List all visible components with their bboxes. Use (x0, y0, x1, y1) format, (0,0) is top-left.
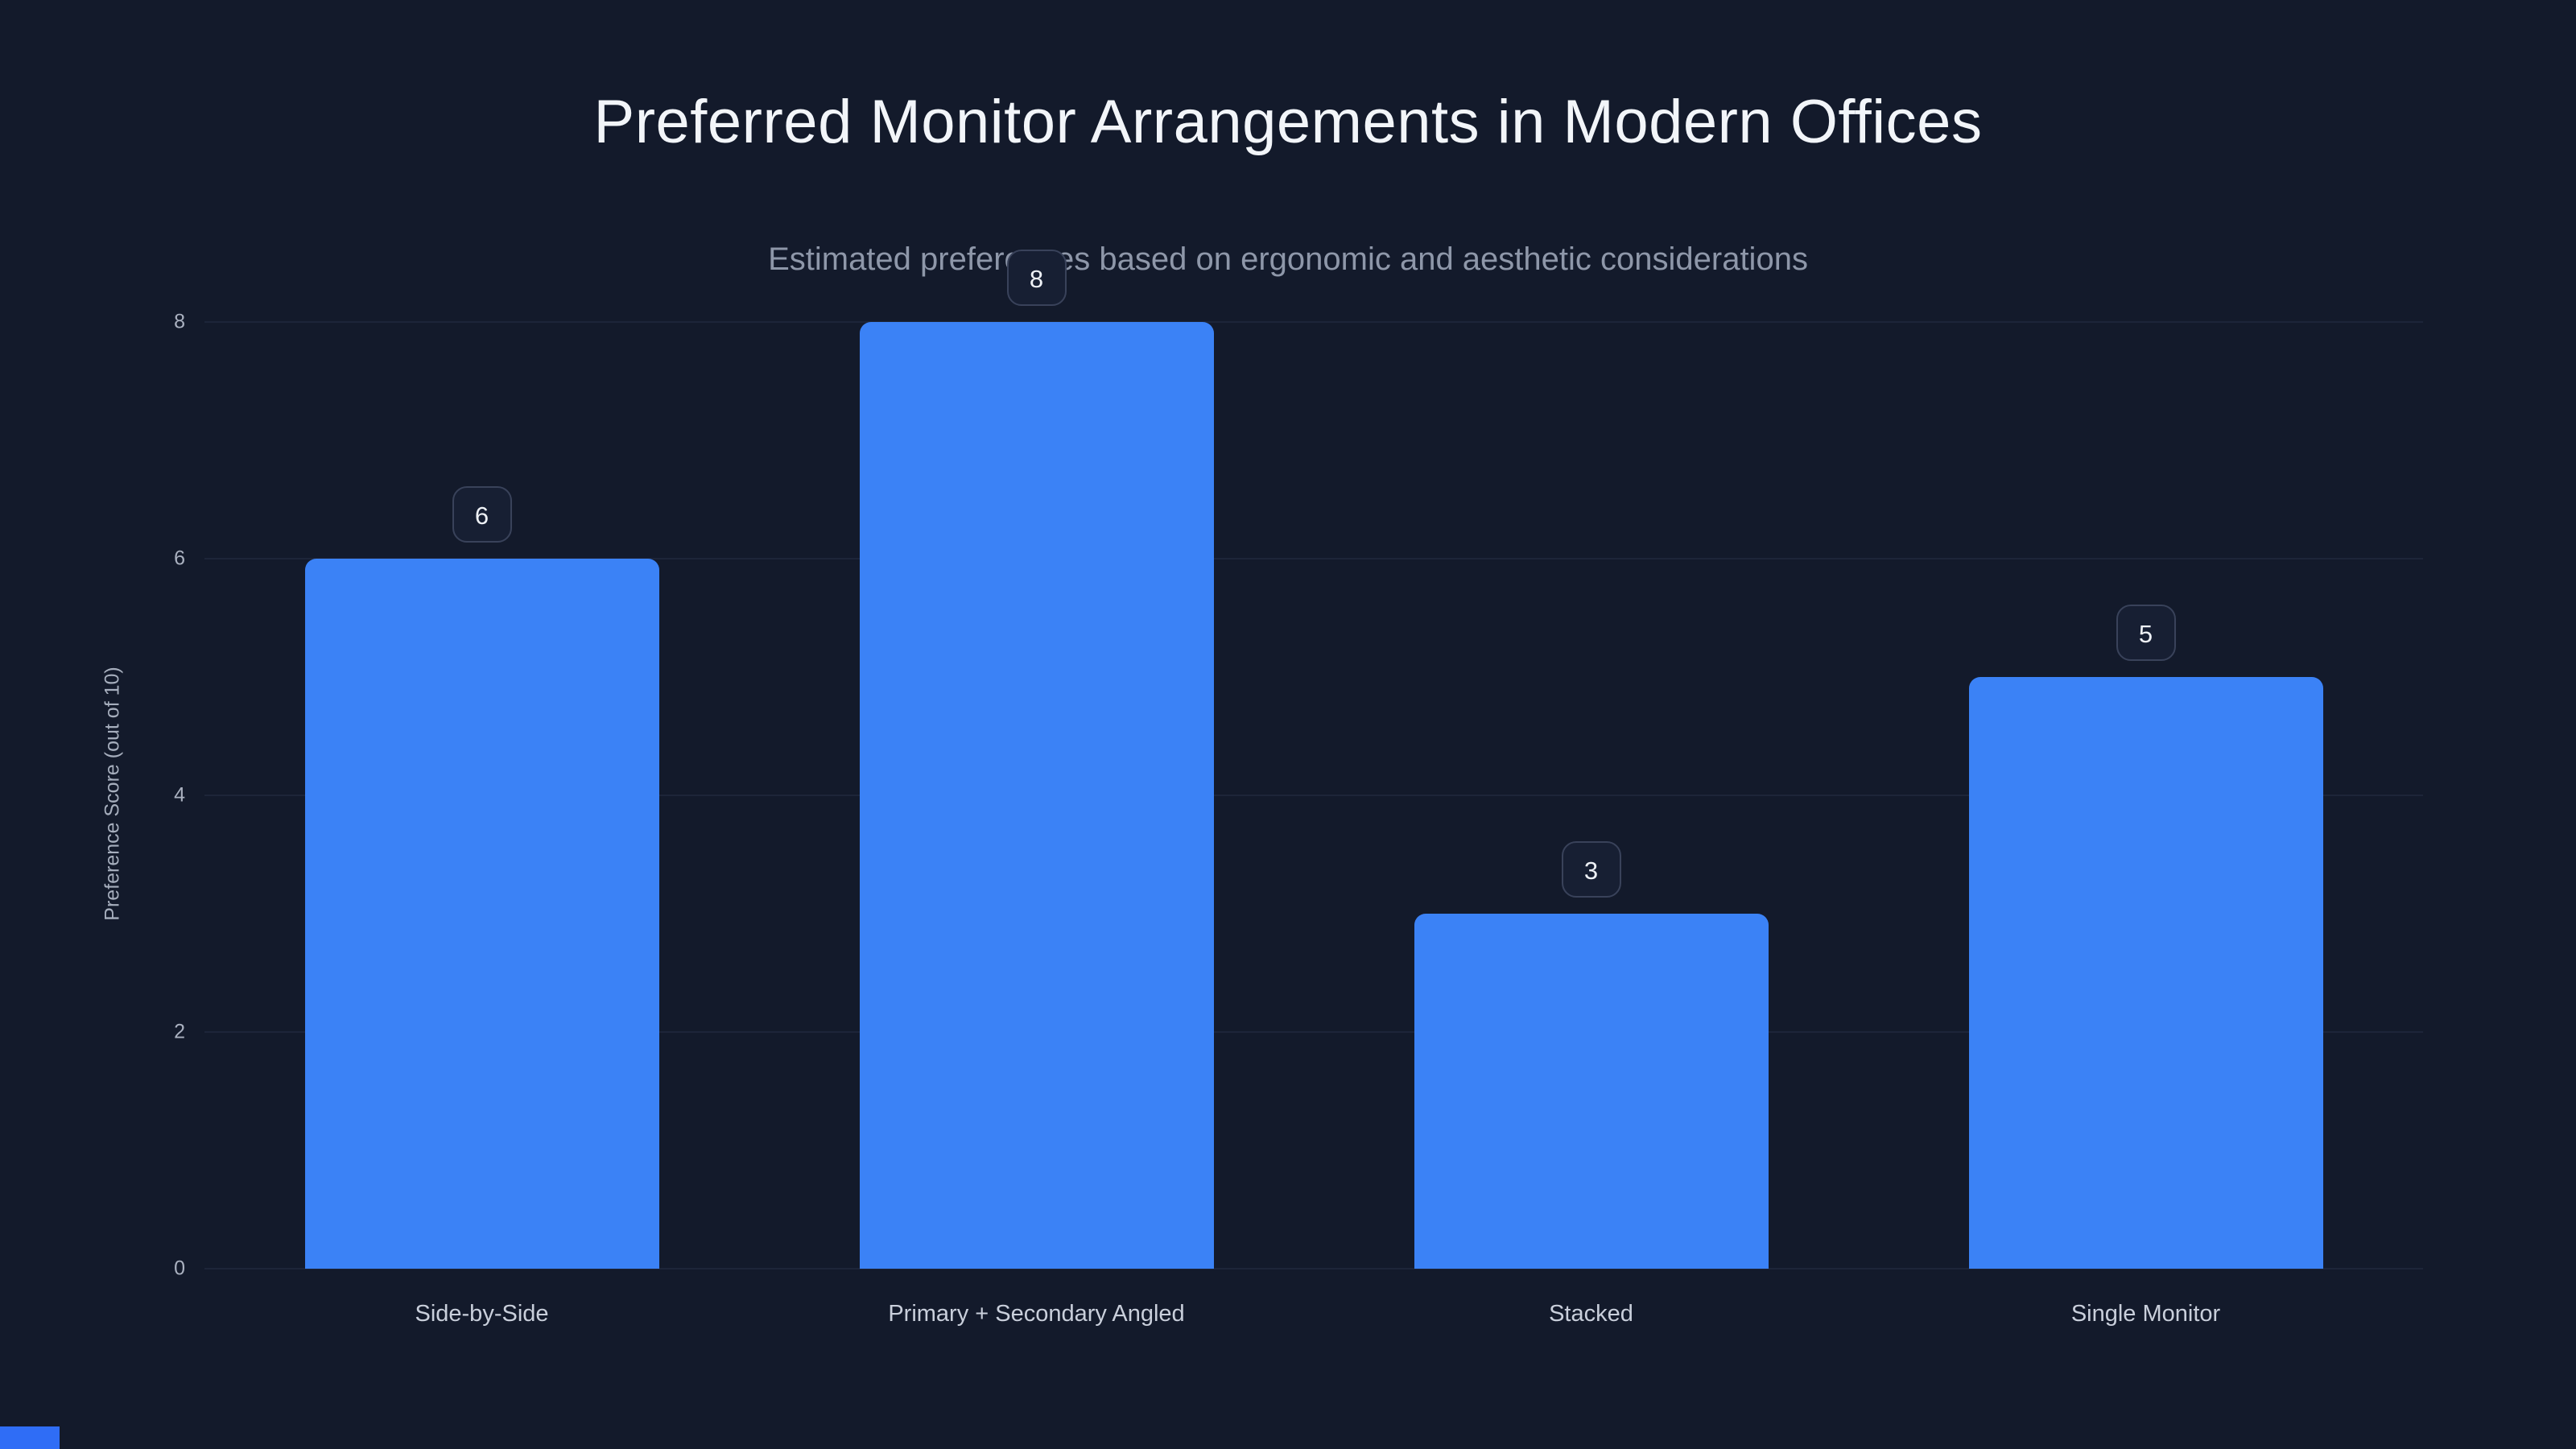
value-badge: 8 (1006, 250, 1067, 306)
gridline-y-0 (204, 1268, 2423, 1269)
bar-single-monitor (1968, 677, 2323, 1269)
x-tick-label: Side-by-Side (415, 1301, 549, 1327)
x-tick-label: Stacked (1549, 1301, 1633, 1327)
x-tick-label: Single Monitor (2070, 1301, 2221, 1327)
value-badge: 3 (1561, 841, 1621, 898)
y-tick-label: 4 (174, 783, 185, 807)
y-tick-label: 6 (174, 547, 185, 570)
x-tick-label: Primary + Secondary Angled (888, 1301, 1185, 1327)
y-tick-label: 2 (174, 1020, 185, 1043)
chart-title: Preferred Monitor Arrangements in Modern… (593, 88, 1983, 156)
gridline-y-8 (204, 321, 2423, 323)
bottom-left-accent (0, 1426, 60, 1449)
bar-side-by-side (304, 559, 659, 1269)
bar-primary-secondary-angled (859, 322, 1214, 1269)
bar-stacked (1414, 914, 1769, 1269)
value-badge: 5 (2116, 605, 2176, 661)
gridline-y-2 (204, 1031, 2423, 1033)
chart-subtitle: Estimated preferences based on ergonomic… (768, 242, 1808, 277)
value-badge: 6 (452, 486, 512, 543)
y-tick-label: 8 (174, 310, 185, 333)
gridline-y-4 (204, 795, 2423, 796)
y-tick-label: 0 (174, 1257, 185, 1280)
gridline-y-6 (204, 558, 2423, 559)
